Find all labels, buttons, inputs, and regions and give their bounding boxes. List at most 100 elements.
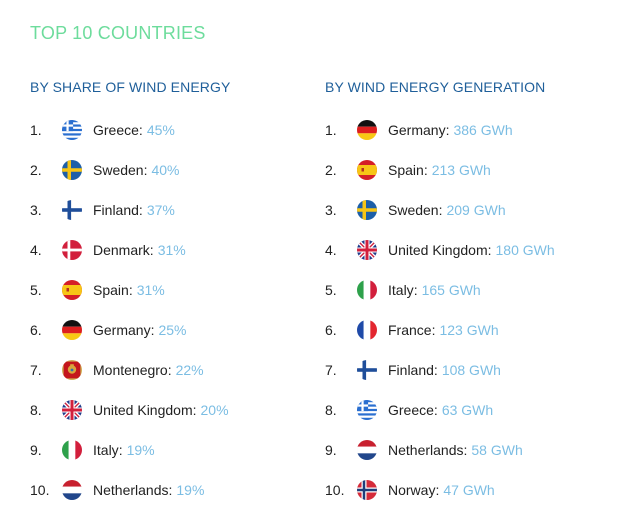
list-item: 5. Spain:31%	[30, 270, 310, 310]
country-name: France	[388, 322, 432, 338]
rank-number: 7.	[30, 362, 42, 378]
generation-value: 165 GWh	[421, 282, 481, 298]
share-value: 37%	[146, 202, 175, 218]
rank-number: 6.	[325, 322, 337, 338]
generation-value: 47 GWh	[443, 482, 495, 498]
share-value: 19%	[126, 442, 155, 458]
italy-flag-icon	[62, 440, 82, 460]
separator: :	[143, 162, 148, 178]
list-item: 4. United Kingdom:180 GWh	[325, 230, 625, 270]
norway-flag-icon	[357, 480, 377, 500]
united-kingdom-flag-icon	[357, 240, 377, 260]
generation-value: 58 GWh	[471, 442, 523, 458]
share-value: 45%	[146, 122, 175, 138]
netherlands-flag-icon	[357, 440, 377, 460]
rank-number: 4.	[30, 242, 42, 258]
separator: :	[487, 242, 492, 258]
generation-value: 213 GWh	[431, 162, 491, 178]
rank-number: 7.	[325, 362, 337, 378]
denmark-flag-icon	[62, 240, 82, 260]
united-kingdom-flag-icon	[62, 400, 82, 420]
country-name: Germany	[93, 322, 151, 338]
list-item: 2. Spain:213 GWh	[325, 150, 625, 190]
generation-value: 63 GWh	[441, 402, 494, 418]
country-name: Finland	[388, 362, 434, 378]
germany-flag-icon	[62, 320, 82, 340]
separator: :	[433, 402, 438, 418]
country-name: Netherlands	[388, 442, 464, 458]
country-name: Norway	[388, 482, 436, 498]
country-name: Greece	[388, 402, 434, 418]
share-ranking-column: BY SHARE OF WIND ENERGY 1. Greece:45% 2. Sw…	[30, 79, 310, 510]
list-item: 1. Greece:45%	[30, 110, 310, 150]
separator: :	[445, 122, 450, 138]
separator: :	[150, 322, 155, 338]
generation-ranking-column: BY WIND ENERGY GENERATION 1. Germany:386 …	[325, 79, 625, 510]
generation-value: 108 GWh	[441, 362, 501, 378]
rank-number: 8.	[30, 402, 42, 418]
page-title: TOP 10 COUNTRIES	[30, 23, 206, 43]
italy-flag-icon	[357, 280, 377, 300]
country-name: Montenegro	[93, 362, 168, 378]
rank-number: 10.	[325, 482, 345, 498]
list-item: 1. Germany:386 GWh	[325, 110, 625, 150]
separator: :	[423, 162, 428, 178]
country-name: Italy	[388, 282, 414, 298]
share-value: 40%	[151, 162, 180, 178]
rank-number: 4.	[325, 242, 337, 258]
sweden-flag-icon	[357, 200, 377, 220]
rank-number: 10.	[30, 482, 50, 498]
separator: :	[168, 482, 173, 498]
list-item: 10. Netherlands:19%	[30, 470, 310, 510]
separator: :	[431, 322, 436, 338]
separator: :	[192, 402, 197, 418]
rank-number: 2.	[325, 162, 337, 178]
finland-flag-icon	[62, 200, 82, 220]
separator: :	[433, 362, 438, 378]
country-name: Spain	[388, 162, 424, 178]
rank-number: 1.	[30, 122, 42, 138]
rank-number: 3.	[325, 202, 337, 218]
list-item: 8. Greece:63 GWh	[325, 390, 625, 430]
separator: :	[128, 282, 133, 298]
country-name: Italy	[93, 442, 119, 458]
list-item: 6. France:123 GWh	[325, 310, 625, 350]
separator: :	[138, 122, 143, 138]
generation-value: 209 GWh	[446, 202, 506, 218]
share-value: 20%	[200, 402, 229, 418]
country-name: Germany	[388, 122, 446, 138]
share-ranking-list: 1. Greece:45% 2. Sweden:40% 3. Finland:37% 4. D…	[30, 110, 310, 510]
country-name: Spain	[93, 282, 129, 298]
country-name: Denmark	[93, 242, 150, 258]
generation-value: 386 GWh	[453, 122, 513, 138]
rank-number: 8.	[325, 402, 337, 418]
separator: :	[438, 202, 443, 218]
generation-value: 180 GWh	[495, 242, 555, 258]
separator: :	[435, 482, 440, 498]
country-name: Sweden	[388, 202, 439, 218]
list-item: 9. Netherlands:58 GWh	[325, 430, 625, 470]
list-item: 2. Sweden:40%	[30, 150, 310, 190]
list-item: 3. Sweden:209 GWh	[325, 190, 625, 230]
country-name: Greece	[93, 122, 139, 138]
spain-flag-icon	[357, 160, 377, 180]
country-name: Netherlands	[93, 482, 169, 498]
list-item: 7. Montenegro:22%	[30, 350, 310, 390]
list-item: 5. Italy:165 GWh	[325, 270, 625, 310]
share-value: 31%	[157, 242, 186, 258]
separator: :	[138, 202, 143, 218]
rank-number: 1.	[325, 122, 337, 138]
greece-flag-icon	[62, 120, 82, 140]
generation-ranking-list: 1. Germany:386 GWh 2. Spain:213 GWh 3. Sweden…	[325, 110, 625, 510]
country-name: Sweden	[93, 162, 144, 178]
separator: :	[463, 442, 468, 458]
separator: :	[118, 442, 123, 458]
separator: :	[167, 362, 172, 378]
greece-flag-icon	[357, 400, 377, 420]
share-value: 25%	[158, 322, 187, 338]
france-flag-icon	[357, 320, 377, 340]
rank-number: 5.	[325, 282, 337, 298]
germany-flag-icon	[357, 120, 377, 140]
spain-flag-icon	[62, 280, 82, 300]
generation-ranking-heading: BY WIND ENERGY GENERATION	[325, 79, 546, 95]
